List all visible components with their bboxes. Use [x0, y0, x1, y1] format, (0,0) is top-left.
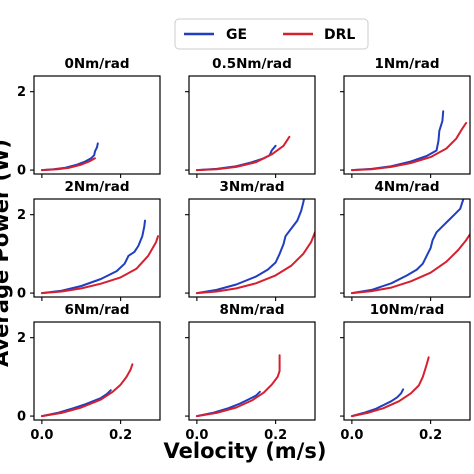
x-tick-label: 0.0	[30, 428, 53, 443]
panel-frame	[33, 198, 161, 298]
panel-title: 8Nm/rad	[219, 302, 284, 318]
panel-10nm-rad: 10Nm/rad 0.0 0.2	[340, 302, 471, 443]
legend-label-drl: DRL	[324, 27, 355, 43]
y-tick-label: 2	[17, 331, 26, 346]
panel-frame	[188, 75, 316, 175]
series-line-ge	[350, 388, 405, 418]
panel-lines	[350, 110, 468, 172]
x-tick-label: 0.2	[109, 428, 132, 443]
panel-title: 3Nm/rad	[219, 179, 284, 195]
series-line-drl	[350, 356, 430, 418]
series-line-ge	[40, 389, 112, 418]
panel-4nm-rad: 4Nm/rad	[340, 179, 471, 301]
series-line-ge	[350, 110, 445, 172]
series-line-ge	[195, 199, 305, 295]
panel-lines	[195, 199, 315, 295]
panel-lines	[195, 354, 281, 418]
x-tick-label: 0.0	[185, 428, 208, 443]
y-tick-label: 0	[17, 410, 26, 425]
series-line-ge	[350, 199, 465, 295]
panel-title: 0.5Nm/rad	[212, 56, 292, 72]
panel-1nm-rad: 1Nm/rad	[340, 56, 471, 178]
series-line-drl	[195, 354, 281, 418]
panel-lines	[195, 135, 291, 172]
series-line-drl	[195, 231, 315, 295]
panel-title: 6Nm/rad	[64, 302, 129, 318]
panel-title: 4Nm/rad	[374, 179, 439, 195]
x-axis-label: Velocity (m/s)	[164, 439, 327, 463]
series-line-drl	[40, 235, 159, 295]
series-line-drl	[40, 363, 134, 418]
panel-2nm-rad: 2Nm/rad 0 2	[17, 179, 161, 302]
x-tick-label: 0.2	[419, 428, 442, 443]
y-tick-label: 2	[17, 208, 26, 223]
series-line-ge	[195, 390, 261, 418]
y-tick-label: 0	[17, 164, 26, 179]
panel-0nm-rad: 0Nm/rad 0 2	[17, 56, 161, 179]
panel-frame	[343, 198, 471, 298]
panel-frame	[33, 321, 161, 421]
legend: GE DRL	[174, 18, 369, 50]
y-tick-label: 0	[17, 287, 26, 302]
panel-title: 10Nm/rad	[370, 302, 445, 318]
panel-title: 0Nm/rad	[64, 56, 129, 72]
panel-grid: 0Nm/rad 0 2 0.5Nm/rad 1Nm/rad 2Nm/rad 0 2 3Nm/ra…	[17, 56, 471, 443]
panel-frame	[33, 75, 161, 175]
panel-3nm-rad: 3Nm/rad	[185, 179, 316, 301]
panel-8nm-rad: 8Nm/rad 0.0 0.2	[185, 302, 316, 443]
legend-label-ge: GE	[226, 27, 247, 43]
y-tick-label: 2	[17, 85, 26, 100]
series-line-drl	[350, 122, 468, 172]
panel-lines	[40, 363, 134, 418]
panel-title: 1Nm/rad	[374, 56, 439, 72]
x-tick-label: 0.2	[264, 428, 287, 443]
series-line-drl	[195, 135, 291, 172]
legend-frame	[174, 18, 369, 50]
x-tick-label: 0.0	[340, 428, 363, 443]
panel-lines	[350, 199, 470, 295]
series-line-ge	[40, 142, 99, 172]
panel-frame	[188, 198, 316, 298]
panel-lines	[40, 142, 99, 172]
series-line-ge	[40, 219, 146, 295]
panel-frame	[343, 321, 471, 421]
panel-frame	[343, 75, 471, 175]
y-axis-label: Average Power (W)	[0, 139, 13, 367]
series-line-drl	[350, 233, 470, 295]
series-line-drl	[40, 157, 96, 172]
panel-lines	[350, 356, 430, 418]
panel-frame	[188, 321, 316, 421]
panel-title: 2Nm/rad	[64, 179, 129, 195]
panel-lines	[40, 219, 159, 295]
panel-0-5nm-rad: 0.5Nm/rad	[185, 56, 316, 178]
panel-6nm-rad: 6Nm/rad 0 2 0.0 0.2	[17, 302, 161, 443]
